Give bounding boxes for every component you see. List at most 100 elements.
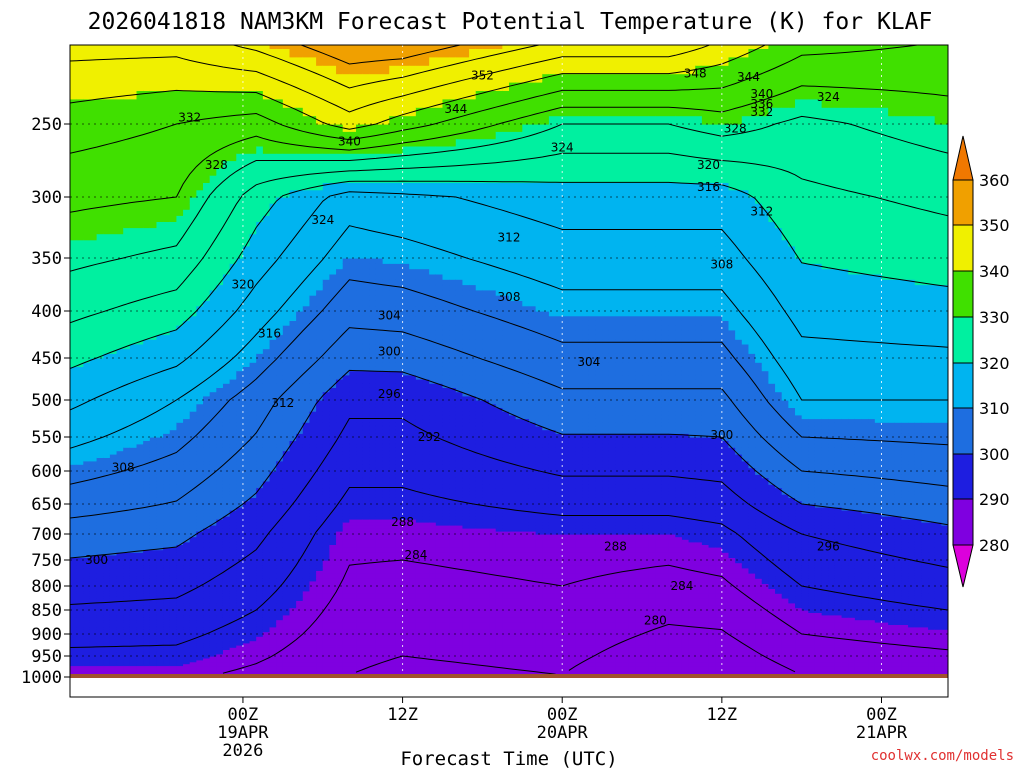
theta-cell bbox=[163, 497, 171, 502]
theta-cell bbox=[163, 411, 171, 416]
theta-cell bbox=[216, 98, 224, 108]
theta-cell bbox=[242, 443, 251, 448]
theta-cell bbox=[216, 447, 224, 452]
theta-cell bbox=[89, 653, 98, 657]
theta-cell bbox=[96, 598, 104, 601]
theta-cell bbox=[70, 358, 78, 363]
theta-cell bbox=[109, 661, 118, 665]
theta-cell bbox=[203, 629, 211, 633]
theta-cell bbox=[256, 593, 264, 597]
theta-cell bbox=[236, 522, 244, 526]
theta-cell bbox=[103, 519, 111, 523]
theta-cell bbox=[269, 107, 277, 117]
theta-cell bbox=[136, 353, 144, 359]
theta-cell bbox=[189, 645, 197, 648]
theta-cell bbox=[189, 649, 197, 653]
theta-cell bbox=[143, 45, 151, 49]
theta-cell bbox=[222, 631, 231, 635]
theta-cell bbox=[136, 642, 144, 646]
theta-cell bbox=[116, 440, 124, 445]
theta-cell bbox=[109, 160, 118, 169]
theta-cell bbox=[203, 339, 211, 345]
theta-cell bbox=[209, 610, 217, 613]
theta-cell bbox=[249, 387, 257, 393]
theta-cell bbox=[116, 610, 124, 613]
theta-cell bbox=[262, 669, 271, 672]
theta-cell bbox=[229, 602, 237, 606]
theta-cell bbox=[222, 534, 231, 538]
theta-cell bbox=[262, 642, 271, 646]
theta-cell bbox=[163, 565, 171, 569]
theta-cell bbox=[123, 575, 131, 579]
theta-cell bbox=[143, 437, 151, 441]
theta-cell bbox=[203, 460, 211, 465]
theta-cell bbox=[163, 580, 171, 584]
theta-cell bbox=[123, 522, 131, 526]
theta-cell bbox=[216, 258, 224, 264]
theta-cell bbox=[149, 153, 158, 162]
theta-cell bbox=[163, 588, 171, 592]
theta-cell bbox=[229, 663, 237, 667]
theta-cell bbox=[216, 649, 224, 653]
theta-cell bbox=[76, 631, 84, 635]
theta-cell bbox=[136, 289, 144, 296]
theta-cell bbox=[222, 510, 231, 514]
theta-cell bbox=[189, 403, 197, 408]
theta-cell bbox=[216, 647, 224, 650]
theta-cell bbox=[123, 167, 131, 176]
theta-cell bbox=[129, 484, 138, 489]
theta-cell bbox=[209, 480, 217, 485]
theta-cell bbox=[222, 45, 231, 49]
theta-cell bbox=[183, 239, 191, 247]
theta-cell bbox=[189, 624, 197, 628]
theta-cell bbox=[156, 268, 164, 275]
theta-cell bbox=[96, 544, 104, 548]
theta-cell bbox=[103, 504, 111, 508]
theta-cell bbox=[203, 614, 211, 618]
theta-cell bbox=[149, 649, 158, 653]
theta-cell bbox=[242, 610, 251, 613]
theta-cell bbox=[129, 619, 138, 623]
theta-cell bbox=[116, 614, 124, 618]
theta-cell bbox=[149, 160, 158, 169]
theta-cell bbox=[222, 422, 231, 427]
theta-cell bbox=[276, 598, 284, 601]
theta-cell bbox=[116, 464, 124, 469]
theta-cell bbox=[70, 562, 78, 566]
theta-cell bbox=[89, 362, 98, 367]
theta-cell bbox=[256, 374, 264, 380]
theta-cell bbox=[103, 209, 111, 216]
theta-cell bbox=[262, 494, 271, 498]
theta-cell bbox=[229, 634, 237, 637]
theta-cell bbox=[149, 544, 158, 548]
theta-cell bbox=[123, 586, 131, 589]
theta-cell bbox=[76, 490, 84, 495]
theta-cell bbox=[229, 622, 237, 625]
theta-cell bbox=[123, 590, 131, 594]
theta-cell bbox=[249, 407, 257, 412]
theta-cell bbox=[189, 339, 197, 345]
theta-cell bbox=[236, 631, 244, 635]
theta-cell bbox=[149, 197, 158, 204]
theta-cell bbox=[96, 640, 104, 644]
theta-cell bbox=[242, 403, 251, 408]
theta-cell bbox=[222, 539, 231, 543]
theta-cell bbox=[269, 575, 277, 579]
theta-cell bbox=[136, 504, 144, 508]
theta-cell bbox=[116, 387, 124, 393]
theta-cell bbox=[203, 560, 211, 564]
theta-cell bbox=[262, 663, 271, 667]
theta-cell bbox=[163, 554, 171, 558]
theta-cell bbox=[123, 647, 131, 650]
theta-cell bbox=[96, 541, 104, 545]
theta-cell bbox=[136, 541, 144, 545]
theta-cell bbox=[129, 362, 138, 367]
theta-cell bbox=[216, 661, 224, 665]
theta-cell bbox=[222, 552, 231, 556]
theta-cell bbox=[262, 480, 271, 485]
theta-cell bbox=[256, 370, 264, 376]
theta-cell bbox=[183, 348, 191, 354]
theta-cell bbox=[143, 510, 151, 514]
theta-cell bbox=[143, 651, 151, 655]
theta-cell bbox=[116, 107, 124, 117]
